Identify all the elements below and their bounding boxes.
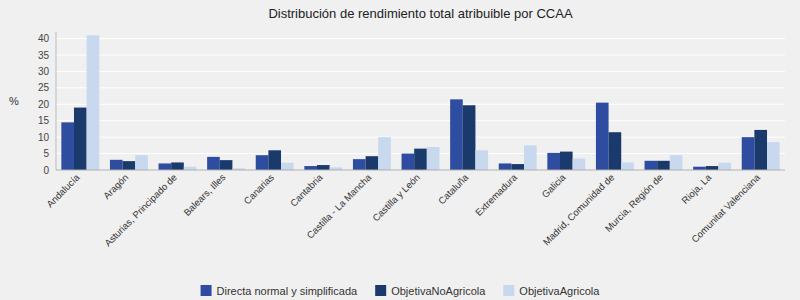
series (74, 105, 767, 170)
y-tick-label: 35 (38, 50, 50, 61)
bar (573, 159, 586, 171)
legend-label: ObjetivaAgricola (519, 285, 600, 297)
x-tick-label: Canarias (241, 171, 276, 206)
x-tick-label: Balears, Illes (181, 171, 227, 217)
y-tick-label: 40 (38, 33, 50, 44)
bar (560, 152, 573, 170)
x-tick-label: Rioja, La (679, 171, 714, 206)
x-tick-label: Andalucía (44, 171, 82, 209)
chart-container: Distribución de rendimiento total atribu… (0, 0, 800, 300)
series (87, 35, 780, 170)
bar (256, 155, 269, 170)
y-tick-label: 0 (43, 165, 49, 176)
bar (609, 132, 622, 170)
grid-line (56, 137, 785, 138)
legend: Directa normal y simplificada ObjetivaNoA… (201, 285, 601, 297)
bars (61, 35, 779, 170)
bar (706, 166, 719, 170)
bar (596, 103, 609, 170)
bar (475, 150, 488, 170)
y-tick-label: 30 (38, 66, 50, 77)
background (0, 0, 800, 300)
legend-label: Directa normal y simplificada (217, 285, 358, 297)
bar (110, 160, 123, 170)
bar (61, 122, 74, 170)
bar (353, 159, 366, 170)
bar (718, 163, 731, 170)
legend-label: ObjetivaNoAgricola (391, 285, 486, 297)
bar (742, 137, 755, 170)
x-tick-label: Aragón (101, 172, 130, 201)
bar (621, 162, 634, 170)
bar (220, 160, 233, 170)
grid-line (56, 71, 785, 72)
y-tick-label: 10 (38, 132, 50, 143)
y-axis-label: % (9, 95, 19, 107)
bar (450, 99, 463, 170)
bar (74, 108, 87, 170)
grid-line (56, 38, 785, 39)
x-tick-label: Extremadura (473, 171, 520, 218)
x-tick-label: Asturias, Principado de (102, 172, 179, 249)
bar (207, 157, 220, 170)
y-tick-label: 15 (38, 115, 50, 126)
bar (511, 164, 524, 170)
bar (767, 142, 780, 170)
bar (657, 161, 670, 170)
grid-line (56, 170, 785, 171)
bar (135, 155, 148, 170)
grid-line (56, 120, 785, 121)
bar (524, 145, 537, 170)
bar (378, 137, 391, 170)
bar (547, 153, 560, 170)
bar (402, 154, 415, 170)
legend-swatch (375, 285, 386, 296)
bar (304, 166, 317, 170)
series (61, 99, 754, 170)
legend-swatch (503, 285, 514, 296)
grid-line (56, 87, 785, 88)
bar (427, 147, 440, 170)
bar (499, 163, 512, 170)
x-axis-line (56, 170, 785, 171)
bar (670, 155, 683, 170)
y-axis-line (56, 32, 57, 170)
y-tick-label: 20 (38, 99, 50, 110)
x-tick-label: Murcia, Región de (603, 172, 665, 234)
title: Distribución de rendimiento total atribu… (268, 6, 573, 21)
bar (268, 150, 281, 170)
y-tick-label: 25 (38, 82, 50, 93)
legend-swatch (201, 285, 212, 296)
x-tick-label: Cantabria (288, 171, 325, 208)
bar (171, 162, 184, 170)
x-tick-label: Galicia (539, 171, 568, 200)
bar (87, 35, 100, 170)
bar (414, 149, 427, 170)
x-tick-label: Madrid, Comunidad de (541, 172, 617, 248)
x-axis: Andalucía AragónAsturias, Principado deBa… (44, 171, 763, 248)
y-tick-label: 5 (43, 148, 49, 159)
bar (645, 161, 658, 170)
x-tick-label: Castilla - La Mancha (304, 171, 374, 241)
x-tick-label: Comunitat Valenciana (689, 171, 763, 245)
bar (281, 163, 294, 170)
x-tick-label: Castilla y León (370, 172, 422, 224)
bar (754, 130, 767, 170)
bar (159, 163, 172, 170)
chart-svg: Distribución de rendimiento total atribu… (0, 0, 800, 300)
grid-line (56, 55, 785, 56)
bar (317, 165, 330, 170)
y-axis: 0 5 10 15 20 25 30 35 40 (38, 32, 785, 176)
x-tick-label: Cataluña (436, 171, 471, 206)
bar (123, 161, 136, 170)
bar (463, 105, 476, 170)
grid-line (56, 104, 785, 105)
bar (366, 156, 379, 170)
